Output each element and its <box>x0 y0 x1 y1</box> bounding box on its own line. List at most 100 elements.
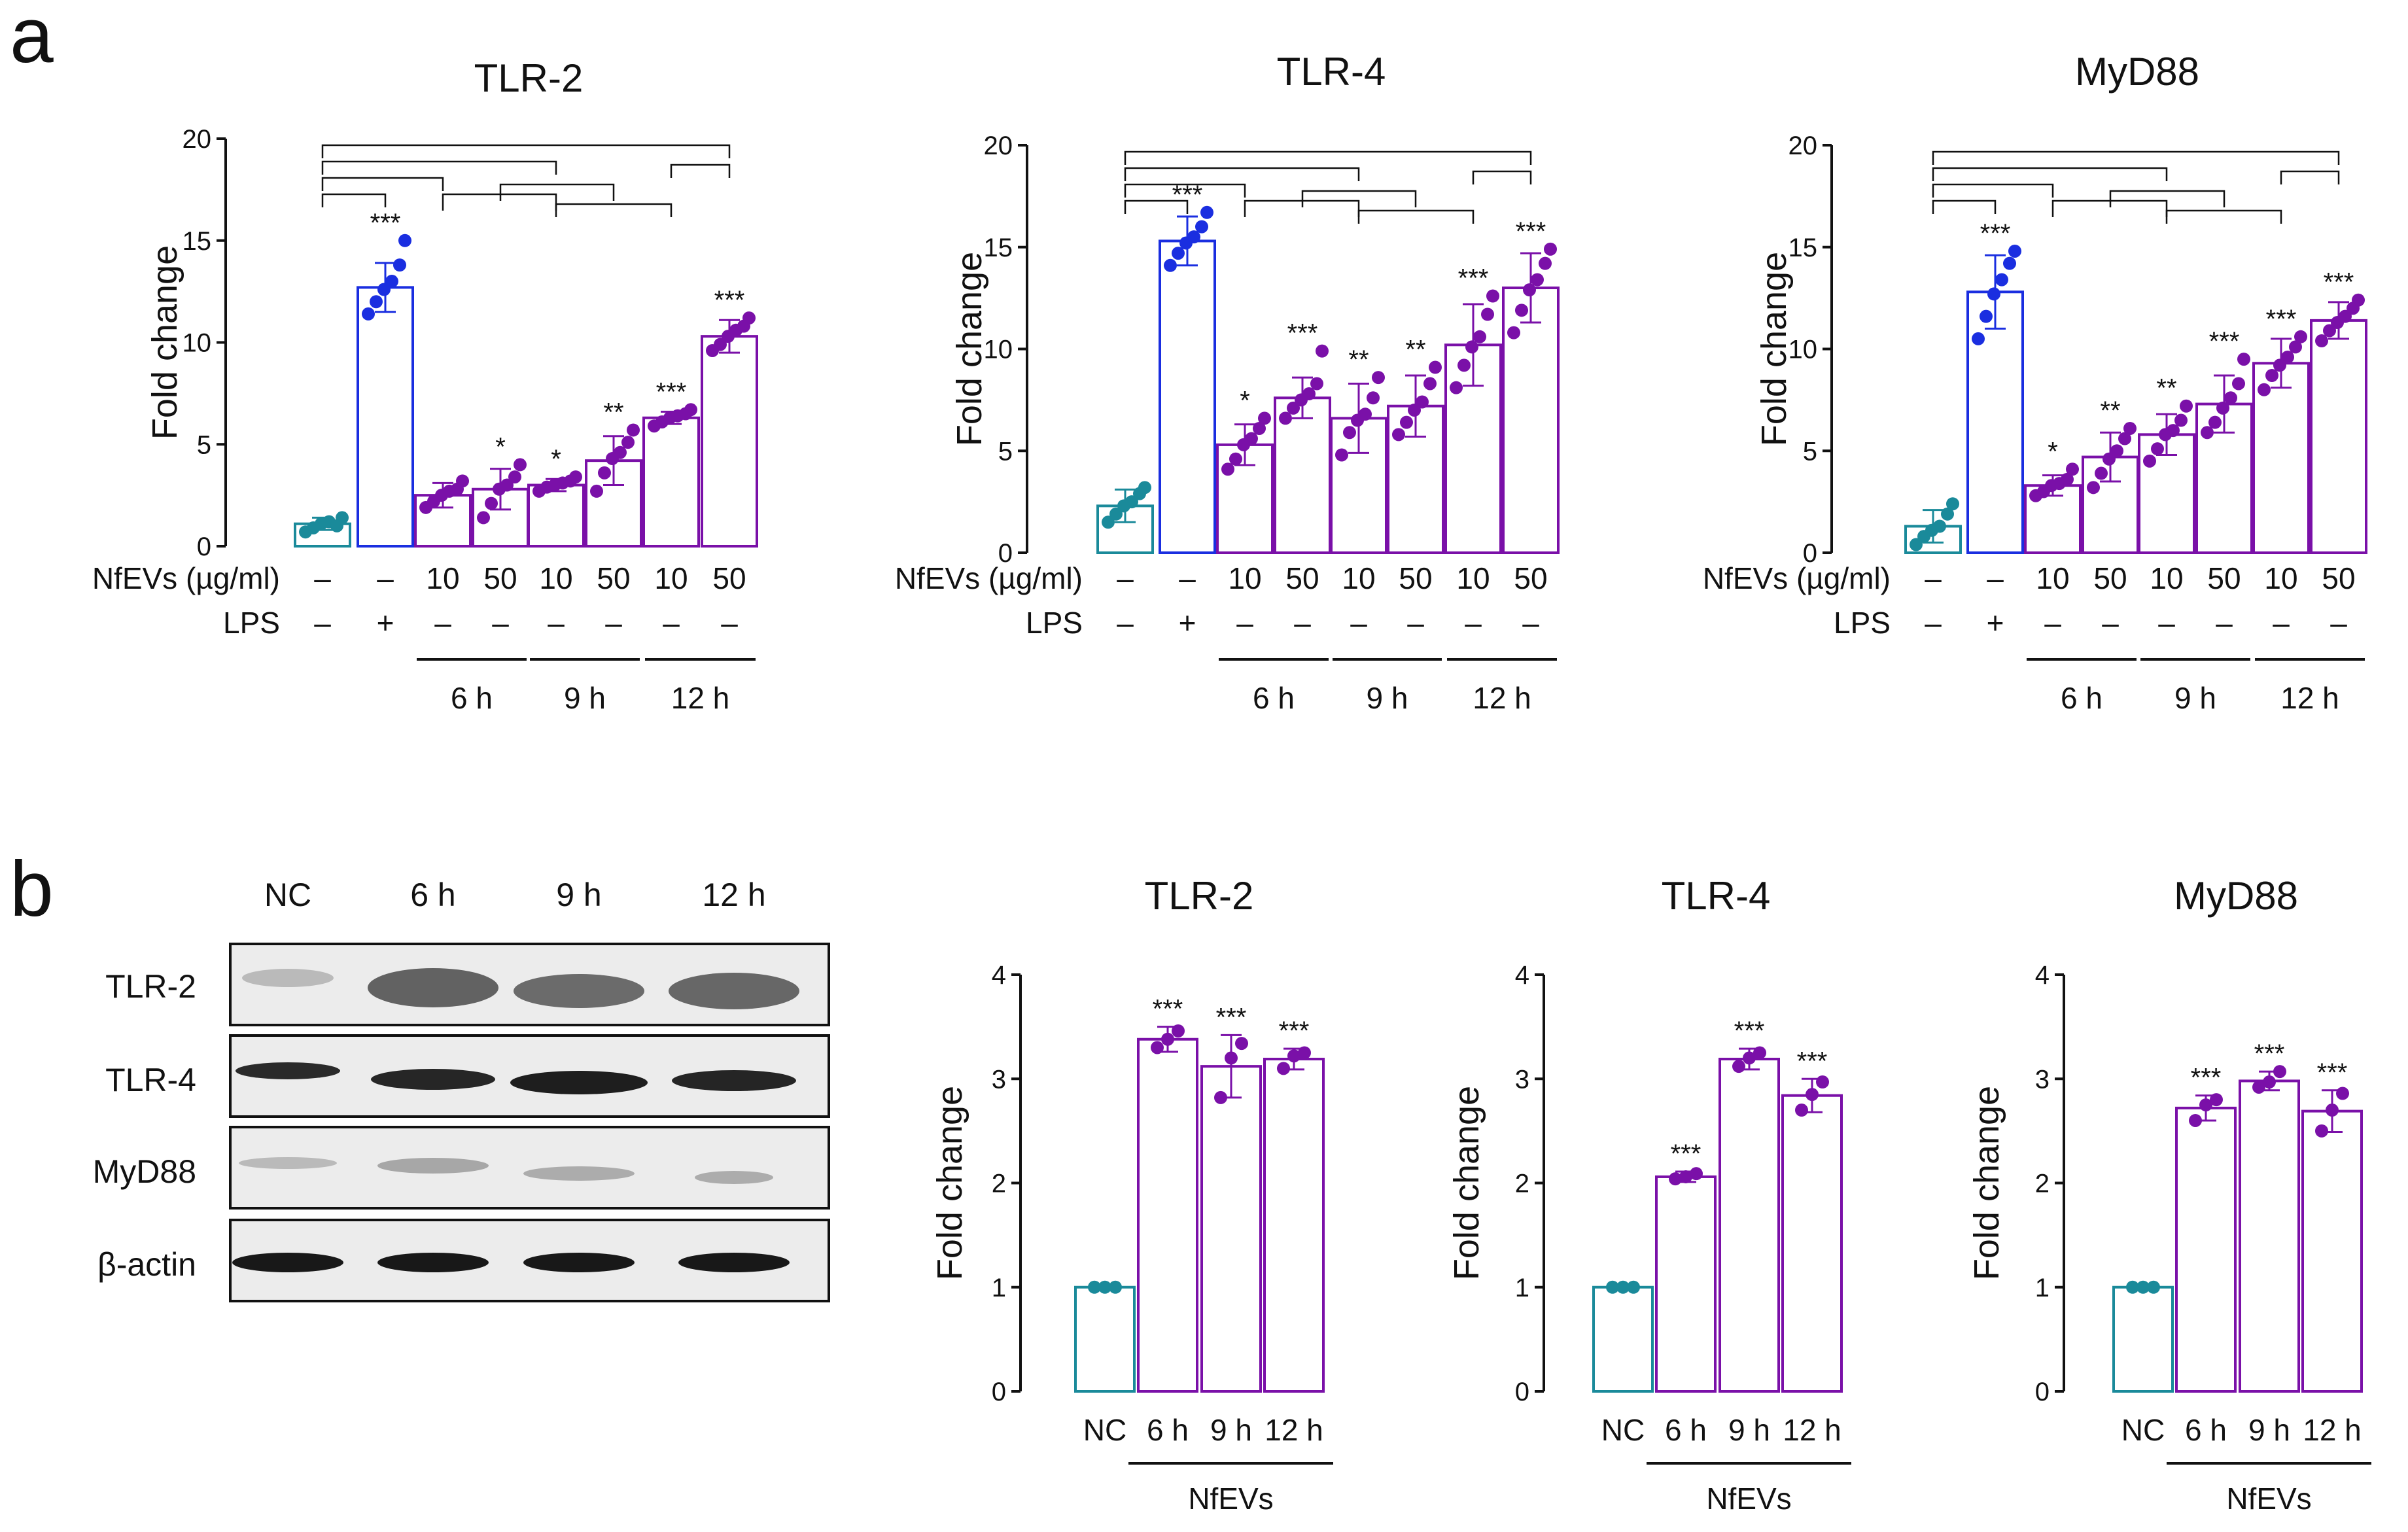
condition-value: 50 <box>1514 561 1547 595</box>
comparison-bracket <box>1932 200 1997 214</box>
data-point <box>1372 371 1385 385</box>
western-blot: NC 6 h 9 h 12 h TLR-2 TLR-4 MyD88 β-acti… <box>93 877 830 1302</box>
data-point <box>2061 472 2074 486</box>
data-point <box>2210 1093 2223 1107</box>
data-point <box>1172 1024 1185 1037</box>
comparison-bracket <box>2280 170 2340 184</box>
data-point <box>1214 1090 1227 1104</box>
significance-label: *** <box>1279 1017 1310 1045</box>
y-tick-label: 2 <box>1515 1170 1529 1198</box>
blot-band <box>695 1171 773 1184</box>
significance-label: *** <box>1153 995 1183 1024</box>
data-point <box>1457 358 1471 372</box>
y-axis-label: Fold change <box>1967 1086 2006 1280</box>
significance-label: *** <box>2324 268 2354 297</box>
condition-value: – <box>2044 606 2061 640</box>
y-tick-label: 3 <box>2035 1065 2050 1094</box>
time-group-label: 6 h <box>451 681 493 715</box>
data-point <box>377 283 391 296</box>
time-group-label: 6 h <box>1253 681 1295 715</box>
blot-band <box>514 974 644 1008</box>
data-point <box>2189 1113 2202 1127</box>
significance-label: ** <box>603 398 623 427</box>
data-point <box>1098 1280 1111 1294</box>
data-point <box>1539 256 1552 270</box>
blot-row-label: TLR-4 <box>105 1062 196 1098</box>
chart-b-tlr-4: TLR-4 Fold change 0 1 2 3 4 *** *** *** NC 6 h 9 h 12… <box>1447 874 1851 1516</box>
time-group-label: 9 h <box>2174 681 2216 715</box>
blot-row-label: β-actin <box>97 1246 196 1283</box>
data-point <box>398 234 411 247</box>
data-point <box>362 307 375 321</box>
data-point <box>1245 432 1258 445</box>
significance-label: *** <box>1671 1140 1701 1168</box>
significance-label: *** <box>1516 217 1546 246</box>
y-axis-label: Fold change <box>950 252 989 446</box>
x-tick-label: 6 h <box>1147 1413 1189 1447</box>
blot-band <box>242 969 334 987</box>
bar <box>1074 1285 1136 1393</box>
condition-row-label: NfEVs (µg/ml) <box>895 561 1083 595</box>
condition-value: – <box>2158 606 2175 640</box>
data-point <box>614 445 627 459</box>
data-point <box>2126 1280 2139 1294</box>
data-point <box>1302 387 1316 401</box>
data-point <box>1507 326 1520 339</box>
comparison-bracket <box>1124 183 1246 198</box>
y-tick-label: 0 <box>1803 539 1817 568</box>
significance-label: * <box>551 445 561 474</box>
significance-label: *** <box>1980 219 2011 248</box>
data-point <box>1753 1046 1766 1060</box>
y-tick-label: 10 <box>984 336 1013 364</box>
condition-value: – <box>1522 606 1539 640</box>
data-point <box>1606 1280 1619 1294</box>
data-point <box>1910 538 1923 551</box>
condition-value: 10 <box>426 561 459 595</box>
blot-lane-label: 9 h <box>556 877 602 913</box>
y-axis-label: Fold change <box>930 1086 969 1280</box>
data-point <box>2201 426 2214 440</box>
chart-title: TLR-4 <box>1277 50 1386 94</box>
x-tick-label: NC <box>1083 1413 1126 1447</box>
y-tick-label: 4 <box>992 961 1006 990</box>
data-point <box>1235 1037 1248 1051</box>
comparison-bracket <box>1932 183 2054 198</box>
data-point <box>336 511 349 525</box>
chart-b-tlr-2: TLR-2 Fold change 0 1 2 3 4 *** *** *** NC 6 h 9 h 12… <box>930 874 1333 1516</box>
condition-row-label: NfEVs (µg/ml) <box>1703 561 1891 595</box>
data-point <box>1679 1170 1692 1183</box>
blot-lane-label: NC <box>264 877 311 913</box>
condition-value: + <box>1179 606 1196 640</box>
bar <box>1263 1057 1325 1393</box>
data-point <box>2289 340 2302 354</box>
time-group-label: 9 h <box>1367 681 1408 715</box>
bar <box>1966 290 2024 554</box>
data-point <box>1690 1167 1703 1181</box>
data-point <box>1616 1280 1630 1294</box>
condition-row-label: LPS <box>1026 606 1083 640</box>
data-point <box>2208 415 2222 429</box>
y-tick-label: 4 <box>1515 961 1529 990</box>
condition-value: 10 <box>1456 561 1490 595</box>
data-point <box>1531 273 1544 287</box>
condition-value: – <box>1117 606 1134 640</box>
data-point <box>1816 1075 1829 1089</box>
data-point <box>2216 401 2229 415</box>
data-point <box>2123 421 2137 435</box>
comparison-bracket <box>670 164 731 178</box>
time-group-label: 12 h <box>2280 681 2339 715</box>
significance-label: *** <box>2266 305 2297 334</box>
data-point <box>2224 391 2237 405</box>
data-point <box>1669 1172 1682 1186</box>
time-group-label: 9 h <box>564 681 606 715</box>
blot-lane-label: 6 h <box>410 877 456 913</box>
y-tick-label: 5 <box>998 437 1013 466</box>
data-point <box>1221 462 1234 476</box>
condition-value: – <box>1294 606 1311 640</box>
condition-value: – <box>2102 606 2119 640</box>
condition-value: – <box>1179 561 1196 595</box>
